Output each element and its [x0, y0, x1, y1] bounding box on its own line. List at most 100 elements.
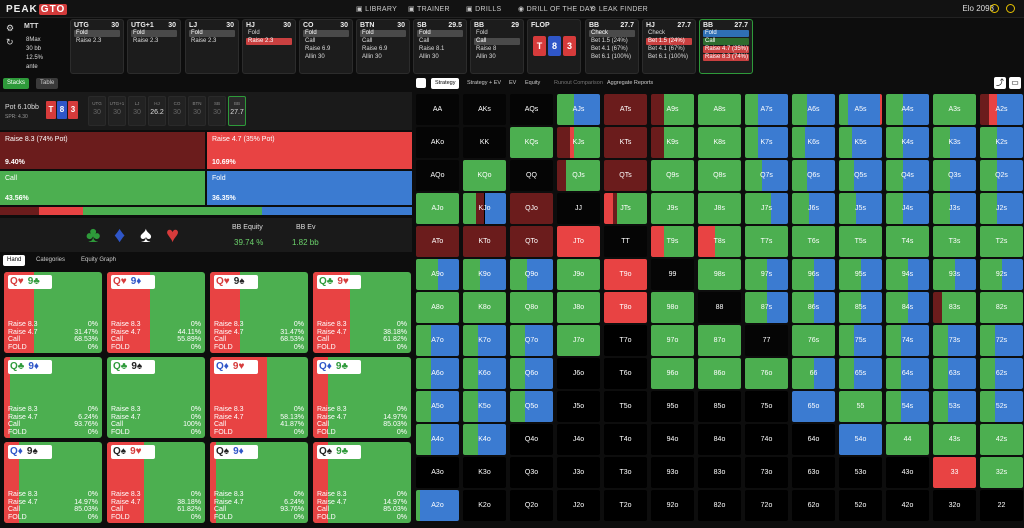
range-cell[interactable]: 32s	[980, 457, 1023, 488]
range-cell[interactable]: 95s	[839, 259, 882, 290]
position-box[interactable]: SB 29.5 Fold Call Raise 8.1 Allin 30	[413, 19, 467, 74]
range-cell[interactable]: T2s	[980, 226, 1023, 257]
range-cell[interactable]: K6o	[463, 358, 506, 389]
range-cell[interactable]: J5o	[557, 391, 600, 422]
range-cell[interactable]: 65o	[792, 391, 835, 422]
heart-icon[interactable]: ♥	[166, 222, 180, 247]
range-cell[interactable]: 44	[886, 424, 929, 455]
range-cell[interactable]: 76s	[792, 325, 835, 356]
range-cell[interactable]: ATs	[604, 94, 647, 125]
position-box[interactable]: LJ 30 Fold Raise 2.3	[185, 19, 239, 74]
profile-icon[interactable]	[1006, 4, 1015, 13]
peakgto-logo[interactable]: PEAK GTO	[6, 4, 68, 15]
range-cell[interactable]: Q3o	[510, 457, 553, 488]
range-cell[interactable]: A6s	[792, 94, 835, 125]
range-cell[interactable]: 99	[651, 259, 694, 290]
strategy-tab[interactable]: Strategy + EV	[467, 80, 502, 86]
range-cell[interactable]: 53s	[933, 391, 976, 422]
range-cell[interactable]: KJs	[557, 127, 600, 158]
range-cell[interactable]: KQo	[463, 160, 506, 191]
action-option[interactable]: Call	[474, 38, 520, 45]
range-cell[interactable]: AJs	[557, 94, 600, 125]
action-option[interactable]: Fold	[417, 30, 463, 37]
range-cell[interactable]: T9s	[651, 226, 694, 257]
position-box[interactable]: UTG 30 Fold Raise 2.3	[70, 19, 124, 74]
range-cell[interactable]: A2o	[416, 490, 459, 521]
nav-library[interactable]: ▣ LIBRARY	[356, 6, 398, 13]
hand-combo-card[interactable]: Q♣ 9♦ Raise 8.3 0% Raise 4.7 6.24% Call 93.76% F…	[4, 357, 102, 438]
action-option[interactable]: Bet 1.5 (24%)	[591, 38, 628, 44]
range-cell[interactable]: 88	[698, 292, 741, 323]
action-option[interactable]: Allin 30	[476, 54, 496, 60]
range-cell[interactable]: 43s	[933, 424, 976, 455]
range-cell[interactable]: 63s	[933, 358, 976, 389]
range-cell[interactable]: K2s	[980, 127, 1023, 158]
range-cell[interactable]: J6o	[557, 358, 600, 389]
position-box[interactable]: UTG+1 30 Fold Raise 2.3	[127, 19, 181, 74]
range-cell[interactable]: K2o	[463, 490, 506, 521]
hand-combo-card[interactable]: Q♠ 9♥ Raise 8.3 0% Raise 4.7 38.18% Call 61.82%…	[107, 442, 205, 523]
action-option[interactable]: Raise 2.3	[246, 38, 292, 45]
range-cell[interactable]: J7s	[745, 193, 788, 224]
position-box[interactable]: HJ 27.7 Check Bet 1.5 (24%) Bet 4.1 (67%) Bet…	[642, 19, 696, 74]
action-option[interactable]: Raise 8.3 (74%)	[703, 54, 749, 61]
strategy-tab[interactable]: Aggregate Reports	[607, 80, 654, 86]
range-cell[interactable]: Q2o	[510, 490, 553, 521]
range-cell[interactable]: K4s	[886, 127, 929, 158]
share-icon[interactable]: ⤴	[994, 77, 1006, 89]
range-cell[interactable]: 86s	[792, 292, 835, 323]
range-cell[interactable]: KK	[463, 127, 506, 158]
position-box[interactable]: BB 29 Fold Call Raise 8 Allin 30	[470, 19, 524, 74]
range-cell[interactable]: 42s	[980, 424, 1023, 455]
strategy-tab[interactable]: Equity	[525, 80, 541, 86]
range-cell[interactable]: A8o	[416, 292, 459, 323]
range-cell[interactable]: Q4o	[510, 424, 553, 455]
range-cell[interactable]: A9o	[416, 259, 459, 290]
range-cell[interactable]: K8s	[698, 127, 741, 158]
range-cell[interactable]: T4o	[604, 424, 647, 455]
range-cell[interactable]: 85o	[698, 391, 741, 422]
range-cell[interactable]: JTo	[557, 226, 600, 257]
range-cell[interactable]: Q8o	[510, 292, 553, 323]
range-cell[interactable]: 75s	[839, 325, 882, 356]
position-box[interactable]: HJ 30 Fold Raise 2.3	[242, 19, 296, 74]
range-cell[interactable]: Q8s	[698, 160, 741, 191]
range-cell[interactable]: T7o	[604, 325, 647, 356]
range-cell[interactable]: J7o	[557, 325, 600, 356]
action-option[interactable]: Raise 2.3	[133, 38, 159, 44]
range-cell[interactable]: J2s	[980, 193, 1023, 224]
range-cell[interactable]: 62s	[980, 358, 1023, 389]
range-cell[interactable]: 72o	[745, 490, 788, 521]
range-cell[interactable]: 76o	[745, 358, 788, 389]
action-option[interactable]: Fold	[360, 30, 406, 37]
range-cell[interactable]: QTs	[604, 160, 647, 191]
range-cell[interactable]: 96s	[792, 259, 835, 290]
action-option[interactable]: Fold	[248, 30, 260, 36]
range-cell[interactable]: 92o	[651, 490, 694, 521]
range-cell[interactable]: Q4s	[886, 160, 929, 191]
action-option[interactable]: Call	[362, 38, 373, 44]
range-cell[interactable]: 65s	[839, 358, 882, 389]
range-cell[interactable]: A7o	[416, 325, 459, 356]
club-icon[interactable]: ♣	[86, 222, 101, 247]
range-cell[interactable]: T6o	[604, 358, 647, 389]
range-cell[interactable]: 74s	[886, 325, 929, 356]
range-cell[interactable]: 73o	[745, 457, 788, 488]
range-cell[interactable]: T8o	[604, 292, 647, 323]
strategy-tab[interactable]: Strategy	[431, 78, 460, 89]
range-cell[interactable]: 75o	[745, 391, 788, 422]
refresh-icon[interactable]: ↻	[6, 37, 14, 47]
spade-icon[interactable]: ♠	[140, 222, 152, 247]
range-cell[interactable]: AQo	[416, 160, 459, 191]
range-cell[interactable]: AKs	[463, 94, 506, 125]
range-cell[interactable]: J4o	[557, 424, 600, 455]
range-cell[interactable]: J3o	[557, 457, 600, 488]
action-summary[interactable]: Raise 4.7 (35% Pot) 10.69%	[207, 132, 412, 169]
fullscreen-icon[interactable]: ▭	[1009, 77, 1021, 89]
position-box[interactable]: BB 27.7 Fold Call Raise 4.7 (35%) Raise 8.3 (…	[699, 19, 753, 74]
hand-combo-card[interactable]: Q♠ 9♦ Raise 8.3 0% Raise 4.7 6.24% Call 93.76% F…	[210, 442, 308, 523]
range-cell[interactable]: J8o	[557, 292, 600, 323]
range-cell[interactable]: A5s	[839, 94, 882, 125]
range-cell[interactable]: 92s	[980, 259, 1023, 290]
action-option[interactable]: Check	[589, 30, 635, 37]
